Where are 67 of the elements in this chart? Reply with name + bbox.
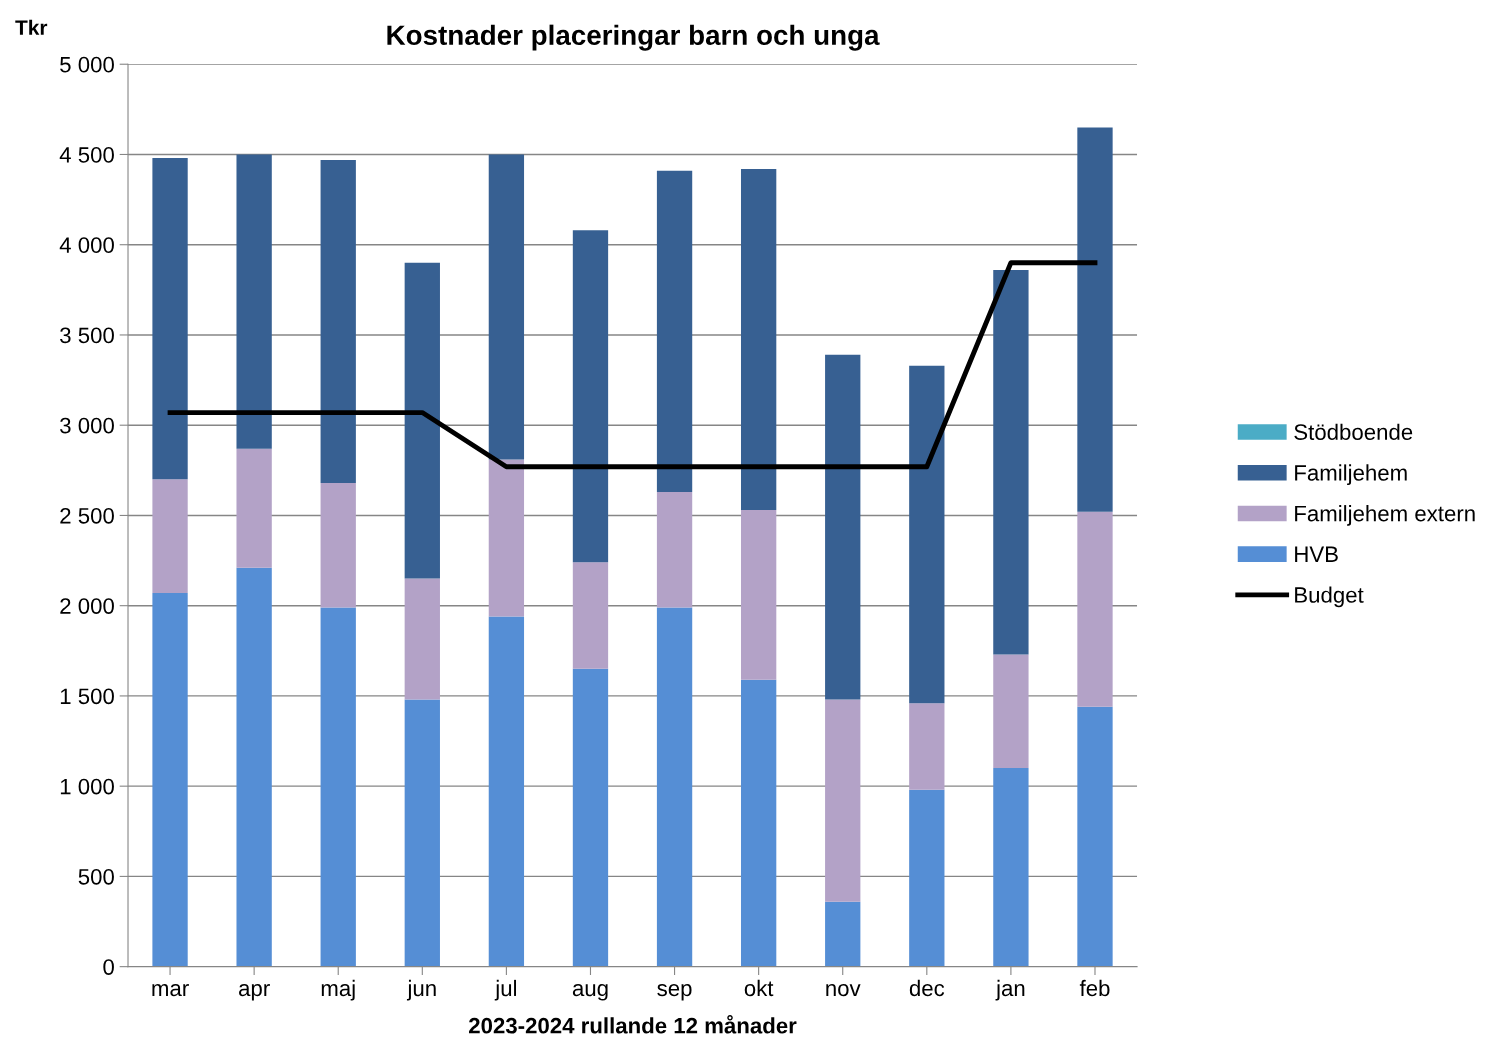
- bar: [488, 616, 525, 967]
- bar: [572, 562, 609, 669]
- legend-label: Stödboende: [1294, 423, 1413, 440]
- y-tick-label: 4 500: [59, 147, 114, 163]
- x-tick-label: maj: [321, 979, 355, 1001]
- bar: [825, 354, 861, 700]
- bar: [656, 491, 693, 608]
- bar: [320, 607, 356, 967]
- bar: [488, 154, 525, 460]
- y-tick-label: 5 000: [60, 56, 114, 73]
- x-tick-label: jan: [995, 979, 1025, 1001]
- chart-title: Kostnader placeringar barn och unga: [387, 24, 880, 51]
- y-axis-title: Tkr: [15, 19, 48, 35]
- bar: [152, 158, 188, 480]
- bar: [909, 789, 945, 967]
- legend-label: Familjehem: [1295, 464, 1407, 486]
- x-tick-label: feb: [1079, 979, 1110, 997]
- bar: [572, 668, 609, 967]
- bar: [320, 482, 356, 608]
- y-tick-label: 2 000: [60, 598, 114, 614]
- bar: [1077, 127, 1113, 512]
- bar: [993, 768, 1029, 967]
- legend-label: Familjehem extern: [1295, 505, 1475, 526]
- bar: [656, 170, 693, 492]
- bar: [825, 901, 861, 967]
- bar: [740, 679, 777, 967]
- bar: [236, 567, 272, 967]
- x-tick-label: nov: [826, 983, 861, 997]
- bar: [488, 459, 525, 617]
- bar: [1077, 706, 1113, 967]
- y-tick-label: 500: [78, 868, 114, 885]
- y-tick-label: 3 500: [60, 327, 114, 344]
- x-tick-label: jul: [494, 979, 517, 1001]
- bar: [740, 510, 777, 680]
- x-tick-label: sep: [657, 983, 692, 1001]
- bar: [909, 365, 945, 704]
- y-tick-label: 1 500: [60, 688, 114, 705]
- x-axis-title: 2023-2024 rullande 12 månader: [469, 1015, 797, 1034]
- y-tick-label: 1 000: [60, 778, 114, 795]
- bar: [152, 479, 188, 594]
- x-tick-label: mar: [152, 983, 189, 997]
- bar: [236, 448, 272, 568]
- y-tick-label: 0: [103, 959, 114, 975]
- bar: [404, 262, 440, 579]
- bar: [1077, 511, 1113, 707]
- x-tick-label: jun: [406, 979, 436, 1001]
- x-tick-label: okt: [744, 979, 774, 997]
- bar: [404, 578, 440, 700]
- legend-label: HVB: [1295, 546, 1338, 562]
- y-tick-label: 4 000: [59, 237, 114, 253]
- bar: [909, 703, 945, 790]
- bar: [825, 699, 861, 902]
- bar: [152, 593, 188, 967]
- bar: [740, 168, 777, 511]
- y-tick-label: 3 000: [60, 417, 114, 434]
- bar: [656, 607, 693, 967]
- bar: [404, 699, 440, 967]
- legend-label: Budget: [1295, 586, 1364, 608]
- x-tick-label: dec: [909, 979, 945, 997]
- bar: [320, 159, 356, 483]
- x-tick-label: apr: [239, 983, 270, 1001]
- x-tick-label: aug: [572, 983, 608, 1001]
- bar: [993, 654, 1029, 769]
- bar: [236, 154, 272, 449]
- bar: [572, 230, 609, 563]
- bar: [993, 269, 1029, 655]
- y-tick-label: 2 500: [60, 507, 114, 524]
